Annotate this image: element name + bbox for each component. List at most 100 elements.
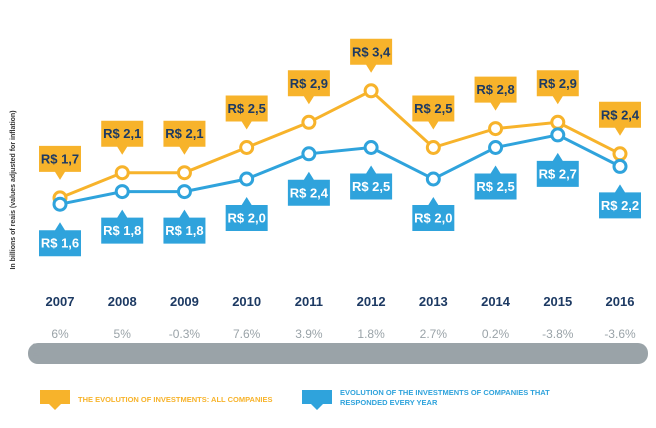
data-point [425, 171, 441, 187]
legend-item-2: EVOLUTION OF THE INVESTMENTS OF COMPANIE… [302, 388, 550, 410]
data-point [52, 196, 68, 212]
data-label: R$ 2,5 [474, 165, 517, 200]
data-point [550, 127, 566, 143]
data-label: R$ 2,4 [287, 171, 330, 206]
legend-swatch [40, 390, 70, 410]
data-label: R$ 2,2 [599, 184, 641, 219]
legend-label: EVOLUTION OF THE INVESTMENTS OF COMPANIE… [340, 388, 550, 407]
callout-bubble [163, 120, 206, 155]
data-point [239, 171, 255, 187]
data-point [612, 146, 628, 162]
gdp-value: 1.8% [357, 327, 385, 341]
gdp-values: 6% 5% -0.3% 7.6% 3.9% 1.8% 2.7% 0.2% -3.8% -3.6% [51, 327, 636, 341]
callout-text: R$ 1,8 [103, 223, 141, 238]
year-labels: 2007 2008 2009 2010 2011 2012 2013 2014 2015 2016 [46, 294, 635, 309]
year-label: 2008 [108, 294, 137, 309]
data-point [363, 83, 379, 99]
year-label: 2009 [170, 294, 199, 309]
callout-bubble [474, 165, 517, 200]
year-label: 2015 [543, 294, 572, 309]
callout-bubble [101, 120, 144, 155]
gdp-value: 2.7% [420, 327, 448, 341]
data-label: R$ 2,8 [474, 76, 517, 111]
data-label: R$ 2,0 [225, 197, 268, 231]
data-point [612, 158, 628, 174]
callout-text: R$ 2,5 [228, 101, 266, 116]
gdp-value: 3.9% [295, 327, 323, 341]
callout-bubble [350, 165, 393, 200]
data-label: R$ 2,1 [101, 120, 144, 155]
year-label: 2016 [606, 294, 635, 309]
callout-text: R$ 2,4 [601, 107, 640, 122]
gdp-value: -0.3% [169, 327, 201, 341]
callout-text: R$ 2,5 [414, 101, 452, 116]
data-label: R$ 2,7 [536, 152, 579, 187]
year-label: 2011 [295, 294, 323, 309]
callout-bubble [287, 171, 330, 206]
data-label: R$ 1,6 [39, 222, 81, 257]
data-label: R$ 2,5 [225, 95, 268, 130]
legend-item-1: THE EVOLUTION OF INVESTMENTS: ALL COMPAN… [40, 390, 272, 410]
gdp-label: GDP [31, 343, 41, 363]
year-label: 2007 [46, 294, 75, 309]
gdp-bar [28, 343, 648, 364]
callout-bubble [225, 95, 268, 130]
callout-text: R$ 2,5 [476, 179, 514, 194]
callout-text: R$ 2,5 [352, 179, 390, 194]
data-label: R$ 2,0 [412, 197, 455, 231]
series-line-1 [59, 88, 621, 200]
series-line-2 [59, 133, 621, 206]
data-label: R$ 2,9 [287, 70, 330, 105]
data-point [488, 121, 504, 137]
callout-bubble [536, 70, 579, 105]
data-label: R$ 2,1 [163, 120, 206, 155]
callout-text: R$ 2,0 [414, 211, 452, 226]
data-label: R$ 2,4 [599, 101, 641, 136]
data-point [114, 165, 130, 181]
callout-text: R$ 2,1 [103, 126, 141, 141]
callout-text: R$ 2,8 [476, 82, 514, 97]
data-point [550, 114, 566, 130]
year-label: 2013 [419, 294, 448, 309]
callout-bubble [39, 222, 81, 257]
gdp-value: 5% [114, 327, 132, 341]
data-label: R$ 2,5 [350, 165, 393, 200]
gdp-value: 6% [51, 327, 69, 341]
callout-bubble [412, 95, 455, 130]
data-label: R$ 1,8 [101, 209, 144, 244]
year-label: 2014 [481, 294, 511, 309]
callout-text: R$ 2,2 [601, 198, 639, 213]
callout-text: R$ 2,1 [165, 126, 203, 141]
data-point [488, 140, 504, 155]
year-label: 2010 [232, 294, 261, 309]
gdp-value: -3.6% [604, 327, 636, 341]
data-label: R$ 1,8 [163, 209, 206, 244]
callout-bubble [39, 145, 81, 180]
series-lines [52, 83, 628, 212]
data-point [114, 184, 130, 200]
data-point [176, 165, 192, 181]
callout-bubble [225, 197, 268, 231]
callout-text: R$ 1,6 [41, 236, 79, 251]
callout-text: R$ 1,7 [41, 151, 79, 166]
gdp-value: 7.6% [233, 327, 261, 341]
data-point [176, 184, 192, 200]
data-point [363, 140, 379, 155]
callout-text: R$ 3,4 [352, 44, 391, 59]
legend: THE EVOLUTION OF INVESTMENTS: ALL COMPAN… [40, 388, 550, 410]
callout-bubble [599, 184, 641, 219]
callout-text: R$ 2,9 [290, 76, 328, 91]
data-point [425, 140, 441, 155]
callout-text: R$ 2,0 [228, 211, 266, 226]
y-axis-label: In billions of reais (values adjusted fo… [10, 110, 17, 269]
data-point [301, 146, 317, 162]
callout-text: R$ 2,4 [290, 185, 329, 200]
callout-bubble [163, 209, 206, 244]
data-label: R$ 2,9 [536, 70, 579, 105]
callout-bubble [536, 152, 579, 187]
callout-text: R$ 2,9 [539, 76, 577, 91]
callout-bubble [287, 70, 330, 105]
data-point [301, 114, 317, 130]
gdp-value: 0.2% [482, 327, 510, 341]
